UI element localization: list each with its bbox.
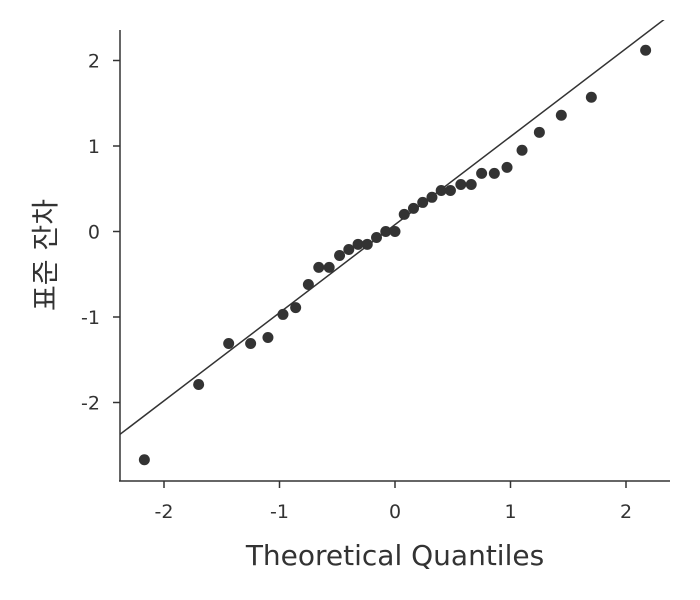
- data-point: [323, 261, 335, 273]
- data-points: [138, 44, 652, 466]
- data-point: [245, 338, 257, 350]
- data-point: [138, 454, 150, 466]
- data-point: [352, 238, 364, 250]
- data-point: [435, 184, 447, 196]
- data-point: [290, 302, 302, 314]
- data-point: [398, 208, 410, 220]
- data-point: [516, 144, 528, 156]
- data-point: [380, 226, 392, 237]
- data-point: [640, 44, 652, 56]
- data-point: [343, 243, 355, 255]
- x-tick-label: 0: [389, 501, 401, 523]
- data-point: [555, 109, 567, 121]
- data-point: [533, 126, 545, 138]
- data-point: [302, 279, 314, 291]
- data-point: [444, 184, 456, 196]
- data-point: [585, 91, 597, 103]
- data-point: [407, 202, 419, 214]
- y-tick-label: -2: [81, 393, 100, 415]
- x-tick-label: 2: [620, 501, 632, 523]
- data-point: [223, 338, 235, 350]
- data-point: [465, 178, 477, 190]
- data-point: [426, 191, 438, 203]
- reference-line: [120, 20, 665, 436]
- y-ticks: -2 -1 0 1 2: [81, 51, 120, 415]
- data-point: [455, 178, 467, 190]
- data-point: [262, 332, 274, 344]
- y-tick-label: 0: [88, 222, 100, 244]
- data-point: [488, 167, 500, 179]
- data-point: [334, 249, 346, 261]
- x-tick-label: -2: [155, 501, 174, 523]
- y-tick-label: -1: [81, 307, 100, 329]
- data-point: [193, 379, 205, 391]
- x-tick-label: -1: [270, 501, 289, 523]
- data-point: [417, 196, 429, 208]
- x-ticks: -2 -1 0 1 2: [155, 481, 632, 523]
- data-point: [476, 167, 488, 179]
- x-axis-title: Theoretical Quantiles: [245, 539, 544, 572]
- data-point: [277, 308, 289, 320]
- y-axis-title: 표준 잔차: [29, 199, 62, 311]
- y-tick-label: 2: [88, 51, 100, 73]
- y-tick-label: 1: [88, 136, 100, 158]
- data-point: [501, 161, 513, 173]
- data-point: [361, 238, 373, 250]
- data-point: [371, 231, 383, 243]
- x-tick-label: 1: [504, 501, 516, 523]
- data-point: [389, 226, 401, 237]
- data-point: [313, 261, 325, 273]
